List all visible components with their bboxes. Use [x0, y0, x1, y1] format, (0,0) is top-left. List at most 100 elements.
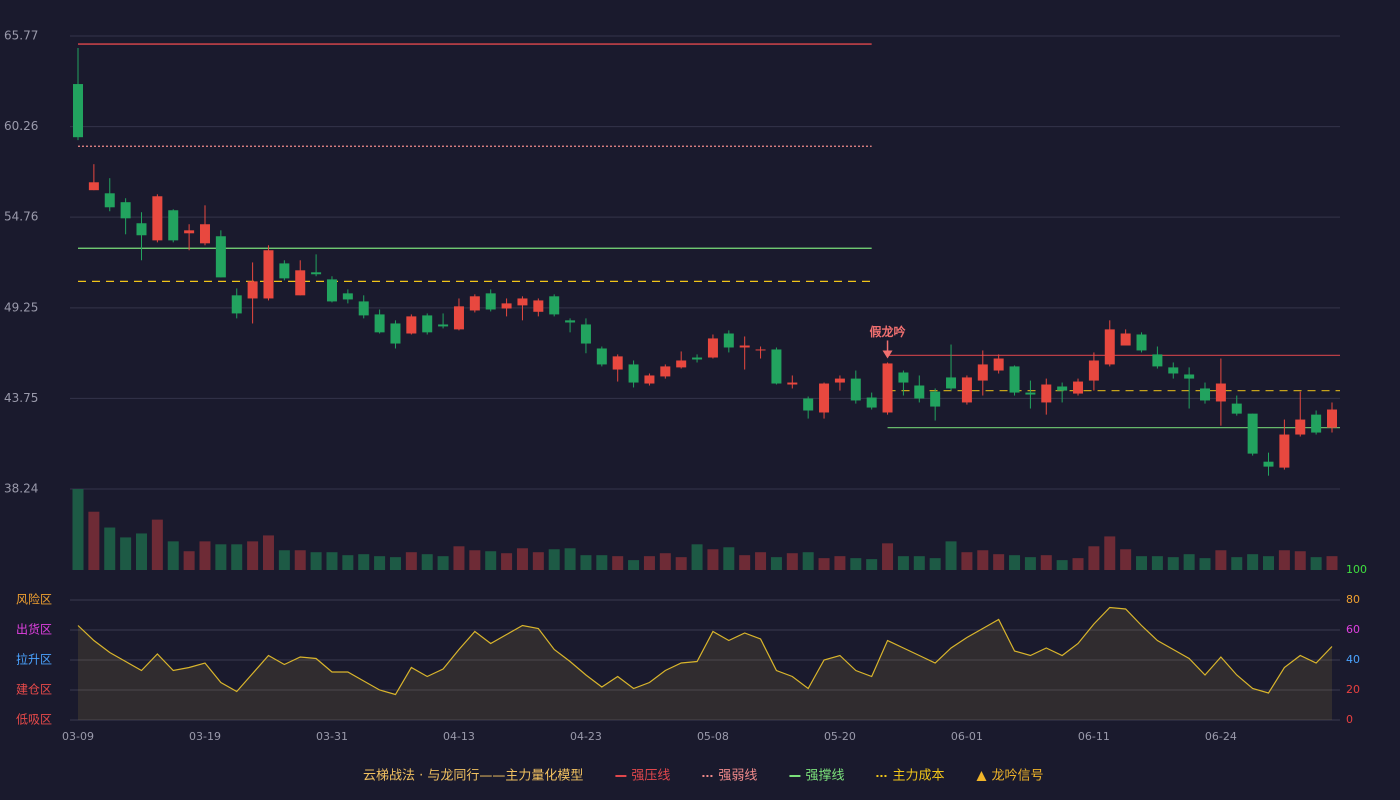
- volume-bar: [1199, 558, 1211, 570]
- x-tick-label: 04-23: [570, 730, 602, 743]
- candle-body: [406, 316, 417, 334]
- candle-body: [453, 306, 464, 330]
- candle-body: [485, 293, 496, 310]
- volume-bar: [1183, 554, 1195, 570]
- candle-body: [199, 224, 210, 244]
- volume-bar: [913, 556, 925, 570]
- candle-body: [1215, 383, 1226, 402]
- candle-body: [1247, 413, 1258, 454]
- volume-bar: [342, 555, 354, 570]
- candle-body: [628, 364, 639, 383]
- volume-bar: [516, 548, 528, 570]
- legend-label: 强撑线: [805, 769, 844, 784]
- legend-title: 云梯战法 · 与龙同行——主力量化模型: [363, 769, 583, 784]
- y-tick-label: 60.26: [4, 119, 38, 133]
- volume-bar: [310, 552, 322, 570]
- indicator-tick-label: 40: [1346, 653, 1360, 666]
- volume-bar: [786, 553, 798, 570]
- candle-body: [1279, 434, 1290, 468]
- volume-bar: [961, 552, 973, 570]
- candle-body: [1136, 334, 1147, 351]
- candle-body: [914, 385, 925, 399]
- zone-label: 拉升区: [16, 652, 52, 667]
- candle-body: [1200, 388, 1211, 401]
- volume-bar: [151, 519, 163, 570]
- candle-body: [342, 293, 353, 300]
- volume-bar: [215, 544, 227, 570]
- volume-bar: [548, 549, 560, 570]
- candle-body: [390, 323, 401, 344]
- volume-bar: [866, 559, 878, 570]
- candle-body: [1327, 409, 1337, 428]
- volume-bar: [707, 549, 719, 570]
- volume-bar: [326, 552, 338, 570]
- y-tick-label: 49.25: [4, 300, 38, 314]
- volume-bar: [469, 550, 481, 570]
- volume-bar: [564, 548, 576, 570]
- candle-body: [1152, 354, 1163, 367]
- volume-bar: [1231, 557, 1243, 570]
- x-tick-label: 05-08: [697, 730, 729, 743]
- volume-bar: [1024, 557, 1036, 570]
- volume-bar: [1326, 556, 1338, 570]
- candle-body: [834, 378, 845, 383]
- y-tick-label: 38.24: [4, 482, 38, 496]
- volume-bar: [628, 560, 640, 570]
- volume-bar: [691, 544, 703, 570]
- candle-body: [533, 300, 544, 312]
- candle-body: [1263, 461, 1274, 467]
- candle-body: [88, 182, 99, 191]
- candle-body: [1295, 419, 1306, 435]
- volume-bar: [183, 551, 195, 570]
- candle-body: [787, 382, 798, 385]
- candle-body: [438, 324, 449, 327]
- volume-bar: [1294, 551, 1306, 570]
- candle-body: [930, 391, 941, 407]
- volume-bar: [834, 556, 846, 570]
- signal-arrow-head: [882, 350, 893, 359]
- candle-body: [326, 279, 337, 302]
- candle-body: [1041, 384, 1052, 403]
- candle-body: [866, 397, 877, 408]
- volume-bar: [818, 558, 830, 570]
- volume-bar: [532, 552, 544, 570]
- volume-bar: [389, 557, 401, 570]
- volume-bar: [1120, 549, 1132, 570]
- candle-body: [707, 338, 718, 358]
- candle-body: [1168, 367, 1179, 374]
- candle-body: [549, 296, 560, 315]
- volume-bar: [1136, 556, 1148, 570]
- volume-bar: [120, 537, 132, 570]
- y-tick-label: 43.75: [4, 391, 38, 405]
- volume-bar: [262, 535, 274, 570]
- candle-body: [1184, 374, 1195, 379]
- candle-body: [565, 320, 576, 323]
- volume-bar: [977, 550, 989, 570]
- candle-body: [676, 360, 687, 368]
- volume-bar: [485, 551, 497, 570]
- candle-body: [1231, 403, 1242, 414]
- candle-body: [644, 375, 655, 384]
- volume-bar: [659, 553, 671, 570]
- volume-bar: [294, 550, 306, 570]
- volume-bar: [1056, 560, 1068, 570]
- zone-label: 建仓区: [16, 683, 52, 697]
- volume-bar: [1072, 558, 1084, 570]
- candle-body: [215, 236, 226, 278]
- candle-body: [755, 349, 766, 351]
- x-tick-label: 06-11: [1078, 730, 1110, 743]
- candle-body: [882, 363, 893, 413]
- volume-bar: [1263, 556, 1275, 570]
- volume-bar: [72, 489, 84, 570]
- volume-bar: [453, 546, 465, 570]
- candle-body: [580, 324, 591, 344]
- candle-body: [517, 298, 528, 306]
- volume-bar: [1167, 557, 1179, 570]
- volume-bar: [374, 556, 386, 570]
- candle-body: [1073, 381, 1084, 394]
- candle-body: [1088, 360, 1099, 381]
- volume-bar: [247, 541, 259, 570]
- x-tick-label: 04-13: [443, 730, 475, 743]
- signal-label: 假龙吟: [870, 324, 906, 339]
